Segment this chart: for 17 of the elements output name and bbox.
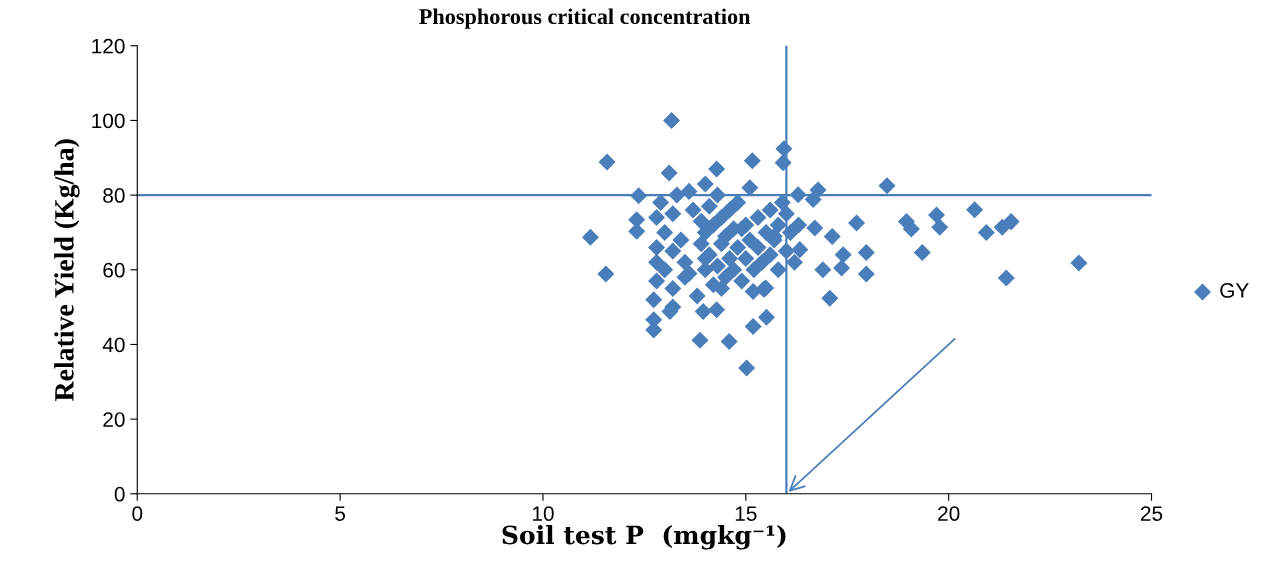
y-tick-label: 100 bbox=[92, 113, 125, 129]
x-axis-title: Soil test P (mgkg⁻¹) bbox=[502, 525, 786, 550]
x-tick-label: 20 bbox=[938, 506, 960, 521]
y-tick-label: 120 bbox=[92, 38, 125, 54]
y-tick-label: 40 bbox=[102, 337, 125, 353]
x-tick-label: 25 bbox=[1140, 506, 1163, 521]
x-tick-label: 0 bbox=[132, 506, 143, 521]
x-tick-label: 15 bbox=[735, 506, 757, 521]
x-tick-label: 10 bbox=[532, 506, 554, 521]
y-tick-label: 0 bbox=[114, 486, 125, 502]
legend-label: GY bbox=[1220, 283, 1249, 298]
y-tick-label: 80 bbox=[103, 188, 125, 203]
chart-title: Phosphorous critical concentration bbox=[419, 8, 751, 29]
y-tick-label: 60 bbox=[103, 262, 125, 278]
x-tick-label: 5 bbox=[335, 506, 346, 521]
y-axis-title: Relative Yield (Kg/ha) bbox=[54, 139, 80, 401]
y-tick-label: 20 bbox=[103, 412, 125, 427]
